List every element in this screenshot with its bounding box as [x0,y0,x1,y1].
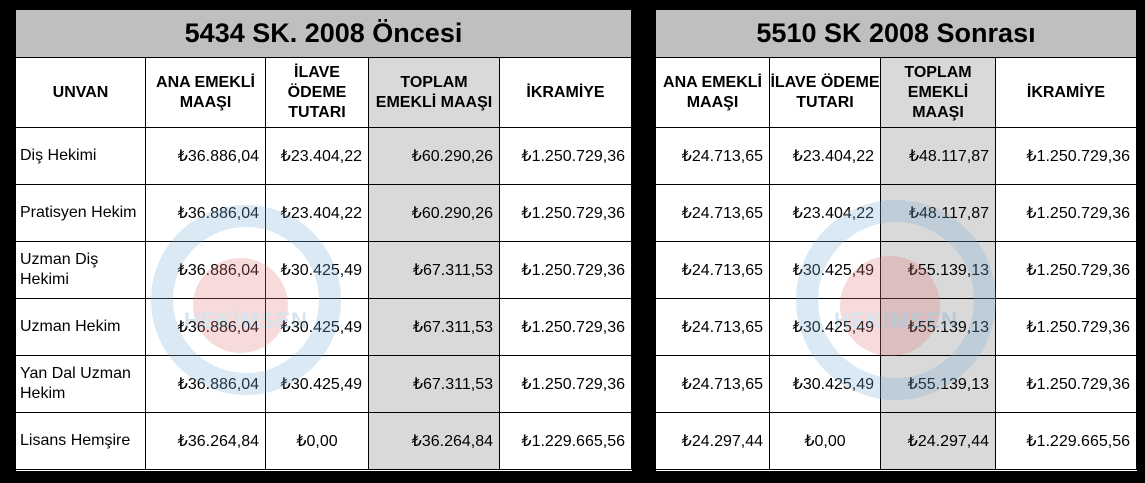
right-header-3: İKRAMİYE [996,58,1137,128]
right-cell-r_ikr: ₺1.250.729,36 [996,242,1137,299]
right-cell-r_ana: ₺24.713,65 [656,128,770,185]
left-header-4: İKRAMİYE [500,58,632,128]
row-label: Diş Hekimi [16,128,146,185]
left-title: 5434 SK. 2008 Öncesi [16,10,632,58]
right-cell-r_ikr: ₺1.250.729,36 [996,128,1137,185]
right-cell-r_toplam: ₺48.117,87 [881,128,996,185]
right-cell-r_toplam: ₺24.297,44 [881,413,996,470]
left-header-2: İLAVE ÖDEME TUTARI [266,58,369,128]
right-cell-r_ana: ₺24.713,65 [656,185,770,242]
left-cell-l_toplam: ₺60.290,26 [369,128,500,185]
left-cell-l_ikr: ₺1.250.729,36 [500,128,632,185]
left-cell-l_ilave: ₺0,00 [266,413,369,470]
right-cell-r_toplam: ₺48.117,87 [881,185,996,242]
right-cell-r_toplam: ₺55.139,13 [881,356,996,413]
left-cell-l_ikr: ₺1.250.729,36 [500,242,632,299]
right-cell-r_ana: ₺24.713,65 [656,356,770,413]
left-cell-l_ikr: ₺1.250.729,36 [500,185,632,242]
right-cell-r_ilave: ₺23.404,22 [770,185,881,242]
left-cell-l_ana: ₺36.886,04 [146,128,266,185]
left-cell-l_toplam: ₺60.290,26 [369,185,500,242]
row-label: Yan Dal Uzman Hekim [16,356,146,413]
left-header-1: ANA EMEKLİ MAAŞI [146,58,266,128]
left-cell-l_ana: ₺36.886,04 [146,299,266,356]
left-header-0: UNVAN [16,58,146,128]
right-cell-r_ilave: ₺0,00 [770,413,881,470]
row-label: Pratisyen Hekim [16,185,146,242]
right-cell-r_ilave: ₺30.425,49 [770,299,881,356]
right-cell-r_ilave: ₺30.425,49 [770,242,881,299]
left-header-3: TOPLAM EMEKLİ MAAŞI [369,58,500,128]
right-cell-r_ikr: ₺1.250.729,36 [996,356,1137,413]
left-cell-l_ikr: ₺1.229.665,56 [500,413,632,470]
right-cell-r_ikr: ₺1.250.729,36 [996,185,1137,242]
left-cell-l_ilave: ₺30.425,49 [266,242,369,299]
right-cell-r_ilave: ₺23.404,22 [770,128,881,185]
right-cell-r_toplam: ₺55.139,13 [881,242,996,299]
right-cell-r_ana: ₺24.713,65 [656,299,770,356]
left-cell-l_ilave: ₺23.404,22 [266,185,369,242]
left-cell-l_ilave: ₺30.425,49 [266,356,369,413]
left-cell-l_ilave: ₺30.425,49 [266,299,369,356]
right-header-0: ANA EMEKLİ MAAŞI [656,58,770,128]
left-cell-l_toplam: ₺67.311,53 [369,356,500,413]
table-5434: 5434 SK. 2008 Öncesi UNVAN ANA EMEKLİ MAAŞ… [16,10,632,471]
table-5510: 5510 SK 2008 Sonrası ANA EMEKLİ MAAŞI İLAV… [656,10,1137,471]
right-cell-r_ikr: ₺1.229.665,56 [996,413,1137,470]
left-cell-l_ana: ₺36.886,04 [146,242,266,299]
row-label: Uzman Hekim [16,299,146,356]
row-label: Lisans Hemşire [16,413,146,470]
row-label: Uzman Diş Hekimi [16,242,146,299]
left-cell-l_toplam: ₺36.264,84 [369,413,500,470]
left-cell-l_ana: ₺36.886,04 [146,356,266,413]
right-header-1: İLAVE ÖDEME TUTARI [770,58,881,128]
right-header-2: TOPLAM EMEKLİ MAAŞI [881,58,996,128]
right-cell-r_ilave: ₺30.425,49 [770,356,881,413]
left-cell-l_ilave: ₺23.404,22 [266,128,369,185]
left-cell-l_toplam: ₺67.311,53 [369,299,500,356]
left-cell-l_ikr: ₺1.250.729,36 [500,356,632,413]
right-cell-r_ana: ₺24.297,44 [656,413,770,470]
left-cell-l_ana: ₺36.886,04 [146,185,266,242]
right-cell-r_toplam: ₺55.139,13 [881,299,996,356]
right-cell-r_ikr: ₺1.250.729,36 [996,299,1137,356]
left-cell-l_toplam: ₺67.311,53 [369,242,500,299]
left-cell-l_ikr: ₺1.250.729,36 [500,299,632,356]
right-cell-r_ana: ₺24.713,65 [656,242,770,299]
left-cell-l_ana: ₺36.264,84 [146,413,266,470]
right-title: 5510 SK 2008 Sonrası [656,10,1137,58]
